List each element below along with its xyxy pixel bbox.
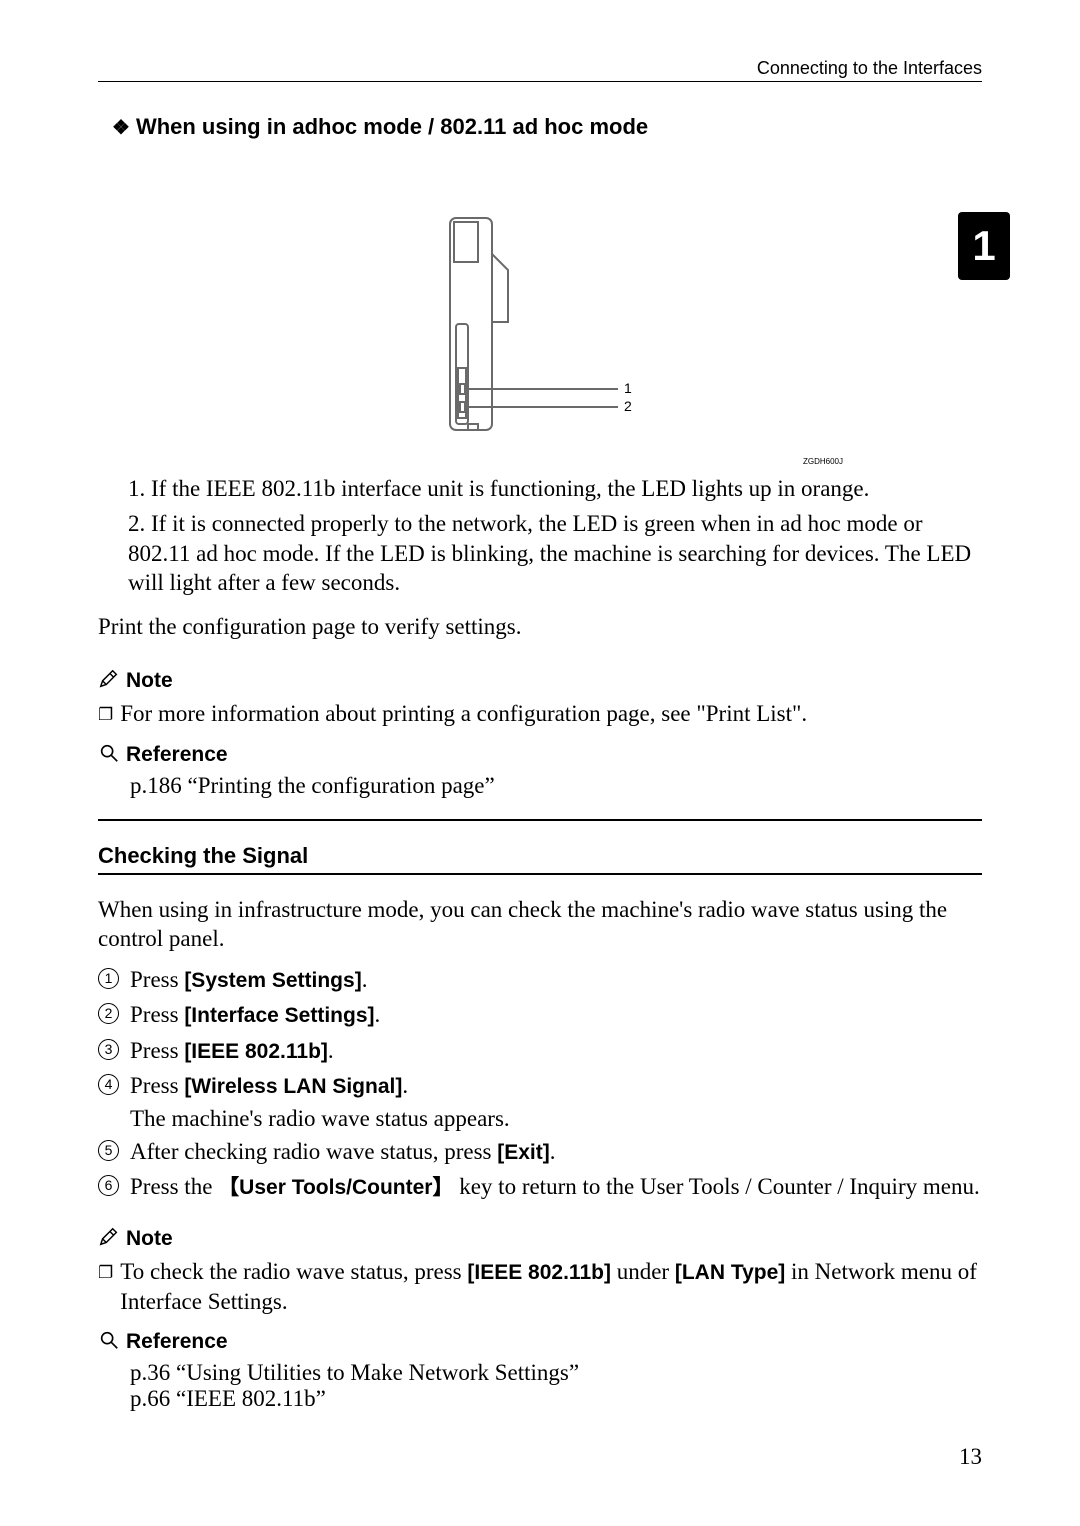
signal-steps: Press [System Settings]. Press [Interfac…: [98, 962, 982, 1205]
verify-text: Print the configuration page to verify s…: [98, 612, 982, 641]
page-number: 13: [959, 1444, 982, 1470]
chapter-tab: 1: [958, 212, 1010, 280]
signal-heading: Checking the Signal: [98, 843, 982, 869]
ui-exit: [Exit]: [497, 1141, 550, 1164]
note-heading-2: Note: [98, 1223, 173, 1251]
note1-item: ❐ For more information about printing a …: [98, 699, 982, 728]
step-3: Press [IEEE 802.11b].: [98, 1033, 982, 1069]
adhoc-heading-text: When using in adhoc mode / 802.11 ad hoc…: [136, 114, 648, 139]
reference-label-1: Reference: [126, 743, 228, 767]
ui-ieee80211b: [IEEE 802.11b]: [184, 1040, 328, 1063]
pencil-icon: [98, 665, 120, 692]
adhoc-point-1: 1. If the IEEE 802.11b interface unit is…: [128, 474, 982, 503]
note1-text: For more information about printing a co…: [120, 699, 982, 728]
step-6: Press the 【User Tools/Counter】 key to re…: [98, 1169, 982, 1205]
note2-item: ❐ To check the radio wave status, press …: [98, 1257, 982, 1316]
step-5: After checking radio wave status, press …: [98, 1134, 982, 1170]
diagram-callout-2: 2: [624, 398, 632, 414]
reference-heading-1: Reference: [98, 739, 228, 767]
step-4: Press [Wireless LAN Signal].The machine'…: [98, 1068, 982, 1133]
reference-label-2: Reference: [126, 1330, 228, 1354]
magnifier-icon: [98, 1326, 120, 1353]
step-2: Press [Interface Settings].: [98, 997, 982, 1033]
ref2-line1: p.36 “Using Utilities to Make Network Se…: [130, 1360, 982, 1386]
interface-diagram: 1 2: [98, 212, 982, 447]
step-1: Press [System Settings].: [98, 962, 982, 998]
key-bracket-close: 】: [432, 1176, 453, 1199]
square-bullet-icon: ❐: [98, 704, 113, 726]
ui-system-settings: [System Settings]: [184, 969, 361, 992]
note-heading-1: Note: [98, 665, 173, 693]
pencil-icon: [98, 1223, 120, 1250]
magnifier-icon: [98, 739, 120, 766]
reference-heading-2: Reference: [98, 1326, 228, 1354]
ref1-text: p.186 “Printing the configuration page”: [130, 773, 982, 799]
key-user-tools: User Tools/Counter: [239, 1176, 432, 1199]
running-header: Connecting to the Interfaces: [98, 58, 982, 79]
ui-wlan-signal: [Wireless LAN Signal]: [184, 1075, 402, 1098]
note2-text: To check the radio wave status, press [I…: [120, 1257, 982, 1316]
diagram-code: ZGDH600J: [237, 457, 843, 466]
square-bullet-icon: ❐: [98, 1262, 113, 1284]
diamond-bullet-icon: ❖: [112, 115, 130, 140]
note-label-1: Note: [126, 669, 173, 693]
signal-intro: When using in infrastructure mode, you c…: [98, 895, 982, 954]
adhoc-heading: ❖When using in adhoc mode / 802.11 ad ho…: [112, 114, 982, 140]
note-label-2: Note: [126, 1227, 173, 1251]
ui-interface-settings: [Interface Settings]: [184, 1004, 374, 1027]
adhoc-point-2: 2. If it is connected properly to the ne…: [128, 509, 982, 597]
ui-lan-type: [LAN Type]: [675, 1261, 785, 1284]
step-4-sub: The machine's radio wave status appears.: [130, 1104, 982, 1133]
key-bracket-open: 【: [218, 1176, 239, 1199]
ref2-line2: p.66 “IEEE 802.11b”: [130, 1386, 982, 1412]
ui-ieee80211b-2: [IEEE 802.11b]: [467, 1261, 611, 1284]
diagram-callout-1: 1: [624, 380, 632, 396]
